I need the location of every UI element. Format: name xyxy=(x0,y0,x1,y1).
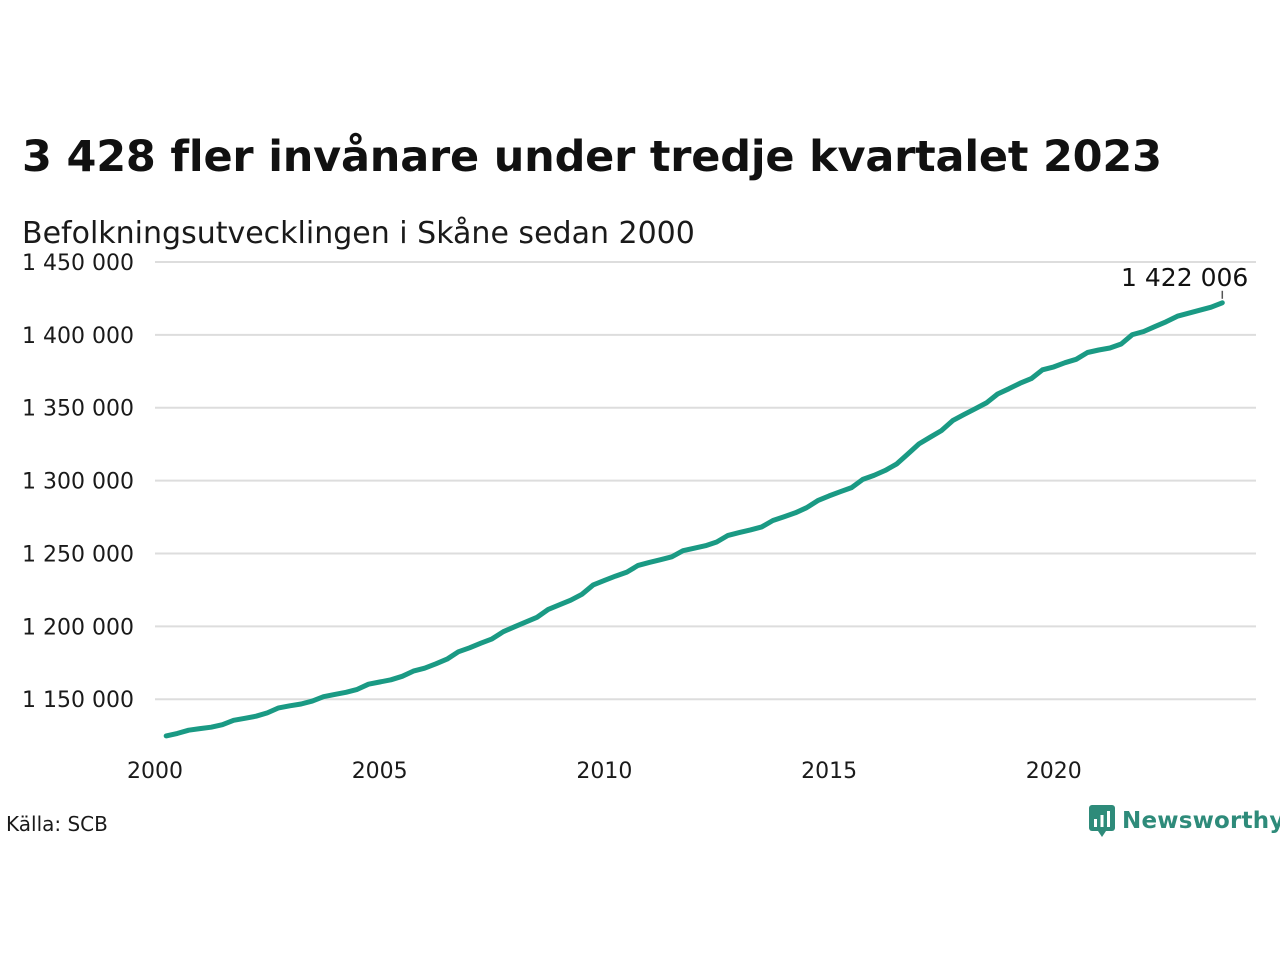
x-tick-label: 2000 xyxy=(127,759,183,784)
grid-lines xyxy=(155,261,1256,701)
end-value-label: 1 422 006 xyxy=(1121,263,1248,292)
y-axis-ticks: 1 150 000 1 200 000 1 250 000 1 300 000 1 35… xyxy=(22,251,134,713)
y-tick-label: 1 350 000 xyxy=(22,397,134,422)
x-axis-ticks: 2000 2005 2010 2015 2020 xyxy=(127,759,1082,784)
y-tick-label: 1 450 000 xyxy=(22,251,134,276)
newsworthy-logo-icon xyxy=(1089,805,1115,837)
y-tick-label: 1 150 000 xyxy=(22,688,134,713)
y-tick-label: 1 300 000 xyxy=(22,470,134,495)
source-note: Källa: SCB xyxy=(6,812,108,836)
y-tick-label: 1 200 000 xyxy=(22,615,134,640)
x-tick-label: 2020 xyxy=(1026,759,1082,784)
y-tick-label: 1 400 000 xyxy=(22,324,134,349)
x-tick-label: 2015 xyxy=(801,759,857,784)
newsworthy-logo-text: Newsworthy xyxy=(1122,808,1280,834)
x-tick-label: 2010 xyxy=(576,759,632,784)
x-tick-label: 2005 xyxy=(352,759,408,784)
chart-subtitle: Befolkningsutvecklingen i Skåne sedan 20… xyxy=(22,216,695,251)
y-tick-label: 1 250 000 xyxy=(22,542,134,567)
newsworthy-logo: Newsworthy xyxy=(1088,804,1280,838)
series-line xyxy=(163,300,1225,739)
chart-title: 3 428 fler invånare under tredje kvartal… xyxy=(22,132,1162,182)
